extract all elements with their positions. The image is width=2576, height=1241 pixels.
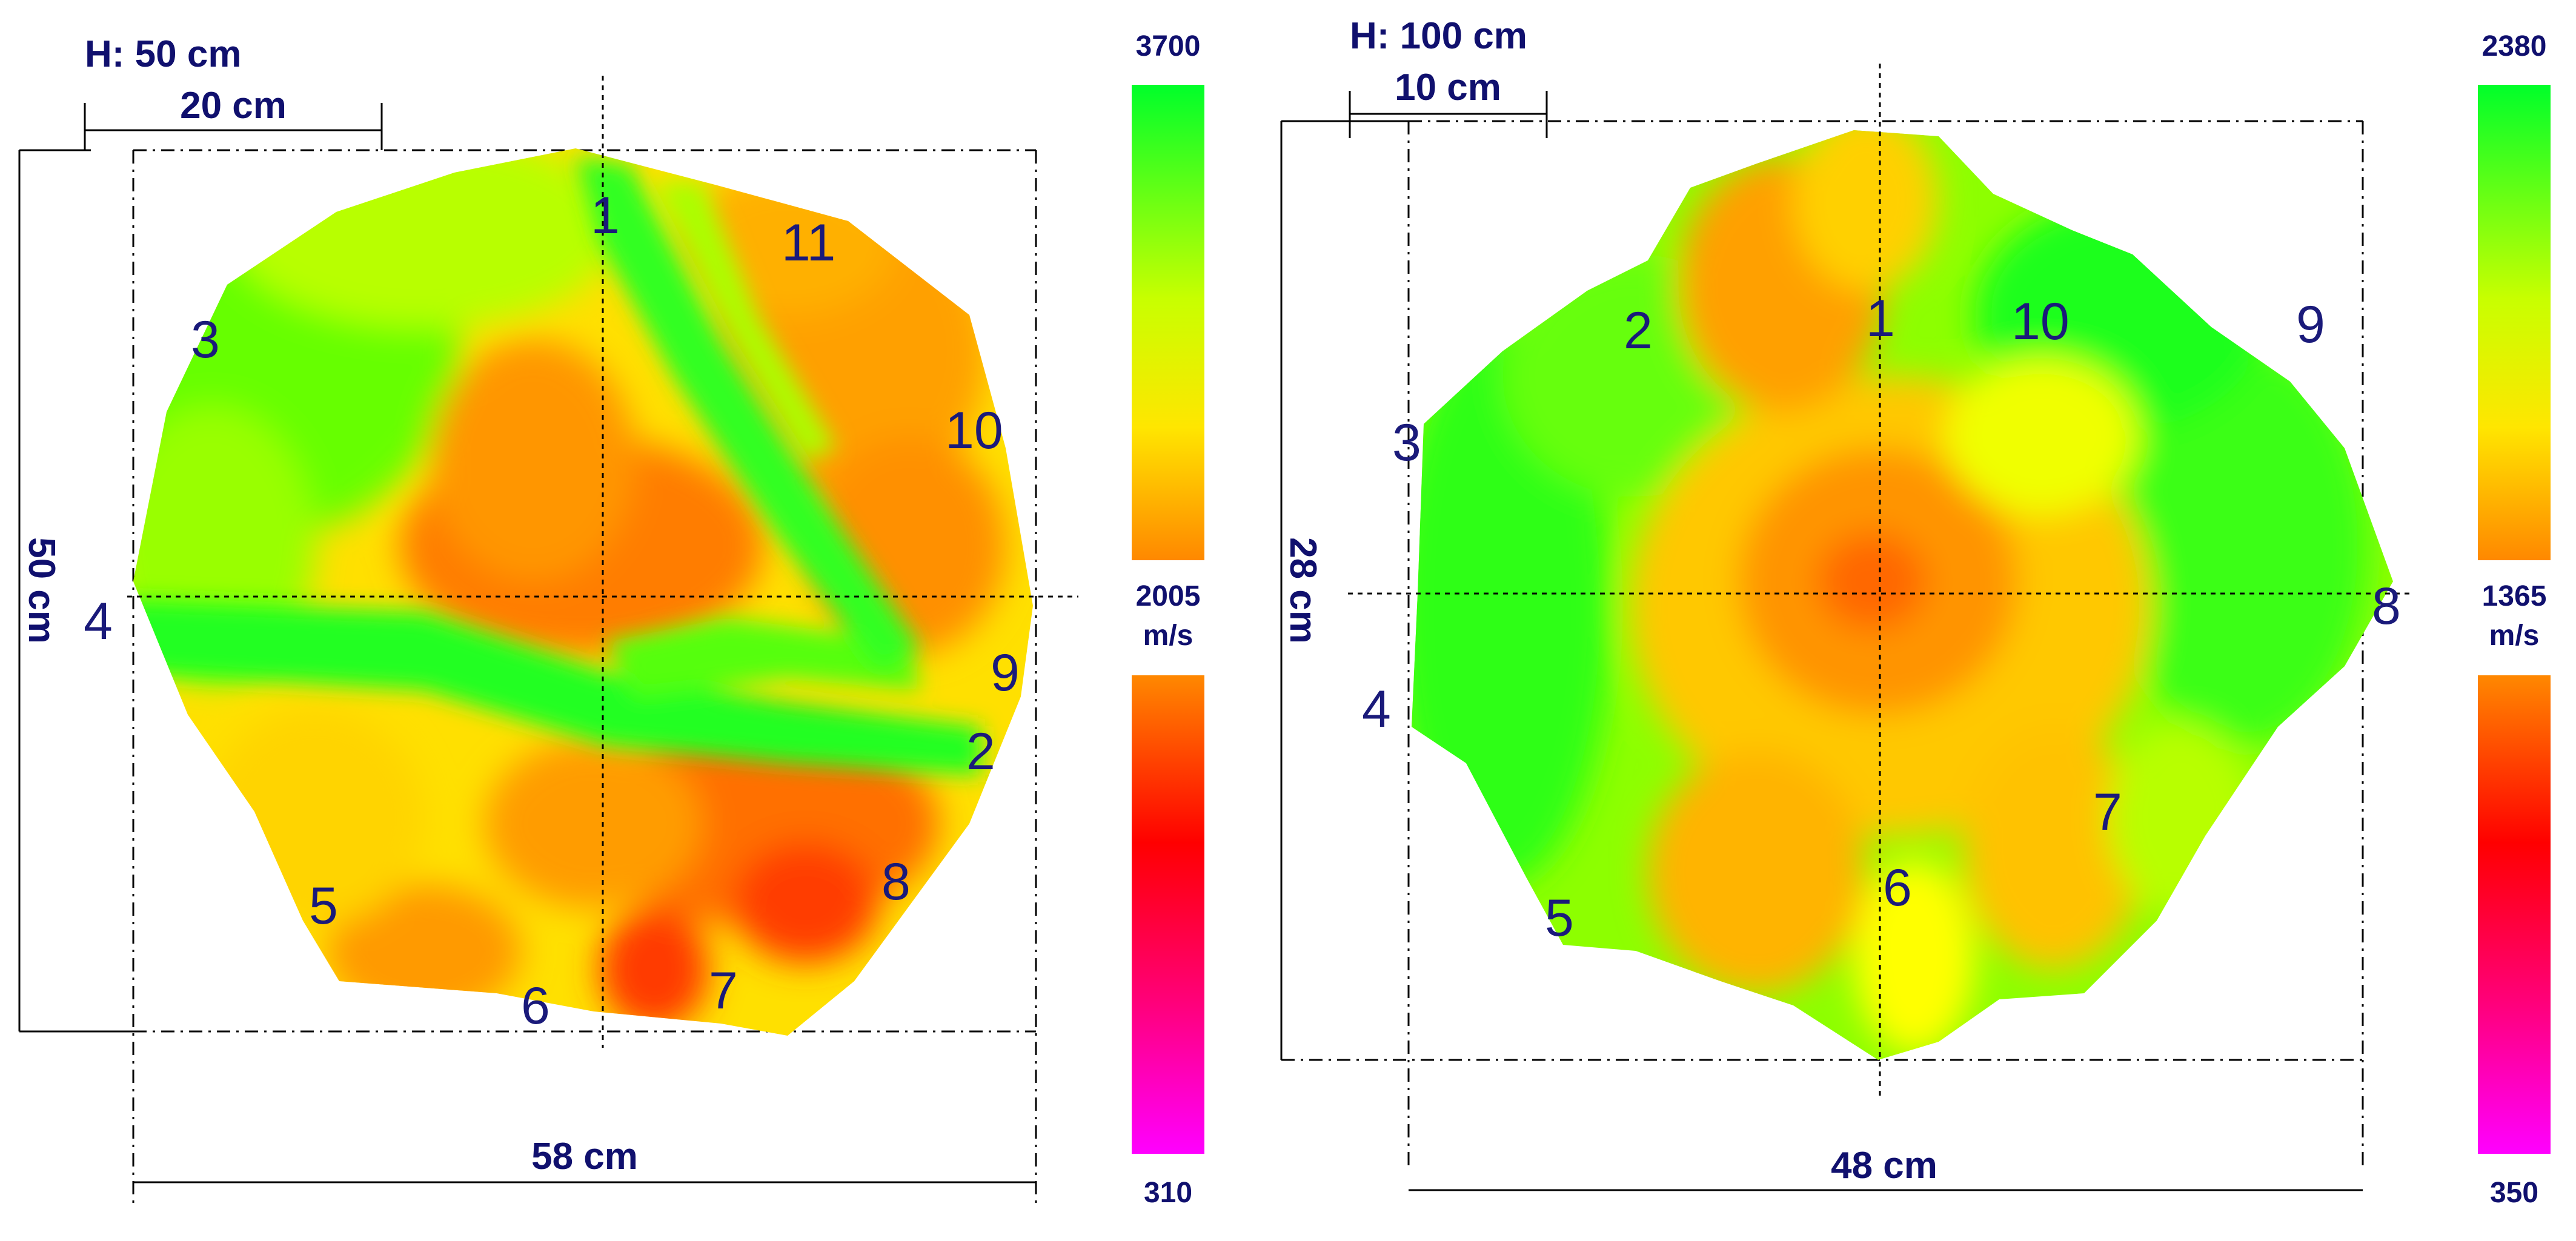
colorbar-upper-gradient <box>2478 85 2551 560</box>
sensor-label: 1 <box>1866 290 1895 348</box>
colorbar-left: 3700 2005 m/s 310 <box>1132 30 1204 1209</box>
colorbar-mid-value: 2005 <box>1136 580 1201 612</box>
colorbar-lower-gradient <box>2478 675 2551 1154</box>
sensor-label: 9 <box>2296 296 2325 354</box>
sensor-label: 8 <box>2372 577 2401 635</box>
colorbar-max-label: 2380 <box>2482 30 2547 62</box>
sensor-label: 10 <box>2011 293 2070 351</box>
width-label-left: 58 cm <box>531 1136 638 1177</box>
colorbar-max-label: 3700 <box>1136 30 1201 62</box>
sensor-label: 6 <box>521 977 550 1035</box>
depth-label-right: 28 cm <box>1282 537 1324 644</box>
sensor-label: 4 <box>1362 680 1391 738</box>
crosshair-left <box>127 76 1078 1048</box>
crosshair-right <box>1348 64 2411 1096</box>
sensor-label: 2 <box>966 723 995 781</box>
bounding-box-right <box>1281 120 2364 1169</box>
sensor-label: 4 <box>84 592 113 650</box>
width-label-right: 48 cm <box>1831 1145 1937 1186</box>
bounding-box-left <box>132 149 1037 1205</box>
sensor-label: 2 <box>1624 302 1653 360</box>
sensor-label: 3 <box>191 311 220 369</box>
colorbar-mid-value: 1365 <box>2482 580 2547 612</box>
sensor-label: 3 <box>1392 414 1421 472</box>
dimension-lines-left <box>18 103 1036 1183</box>
sensor-label: 11 <box>782 214 835 272</box>
height-label-left: H: 50 cm <box>85 33 241 75</box>
colorbar-mid-unit: m/s <box>2489 620 2540 652</box>
depth-label-left: 50 cm <box>21 537 62 644</box>
sensor-label: 7 <box>2093 783 2122 841</box>
tomogram-left: H: 50 cm 20 cm 58 cm 50 cm 1 2 3 4 5 6 7… <box>18 30 1204 1209</box>
sensor-label: 9 <box>991 644 1020 702</box>
sensor-label: 6 <box>1883 859 1912 917</box>
tomogram-right: H: 100 cm 10 cm 48 cm 28 cm 1 2 3 4 5 6 … <box>1280 15 2551 1209</box>
sensor-label: 5 <box>1545 889 1574 947</box>
height-label-right: H: 100 cm <box>1350 15 1527 57</box>
colorbar-min-label: 310 <box>1144 1177 1192 1209</box>
sensor-label: 5 <box>309 877 338 935</box>
colorbar-right: 2380 1365 m/s 350 <box>2478 30 2551 1209</box>
sensor-labels-right: 1 2 3 4 5 6 7 8 9 10 <box>1362 290 2401 947</box>
sensor-labels-left: 1 2 3 4 5 6 7 8 9 10 11 <box>84 187 1020 1035</box>
colorbar-upper-gradient <box>1132 85 1204 560</box>
scale-bar-label-left: 20 cm <box>180 85 287 127</box>
colorbar-mid-unit: m/s <box>1143 620 1193 652</box>
sensor-label: 1 <box>591 187 620 245</box>
colorbar-lower-gradient <box>1132 675 1204 1154</box>
colorbar-min-label: 350 <box>2490 1177 2538 1209</box>
scale-bar-label-right: 10 cm <box>1395 67 1501 108</box>
sensor-label: 8 <box>881 853 911 911</box>
sensor-label: 7 <box>709 962 738 1020</box>
velocity-map-left <box>133 148 1033 1036</box>
sensor-label: 10 <box>945 402 1003 460</box>
dimension-lines-right <box>1280 91 2363 1191</box>
velocity-map-right <box>1412 130 2393 1060</box>
